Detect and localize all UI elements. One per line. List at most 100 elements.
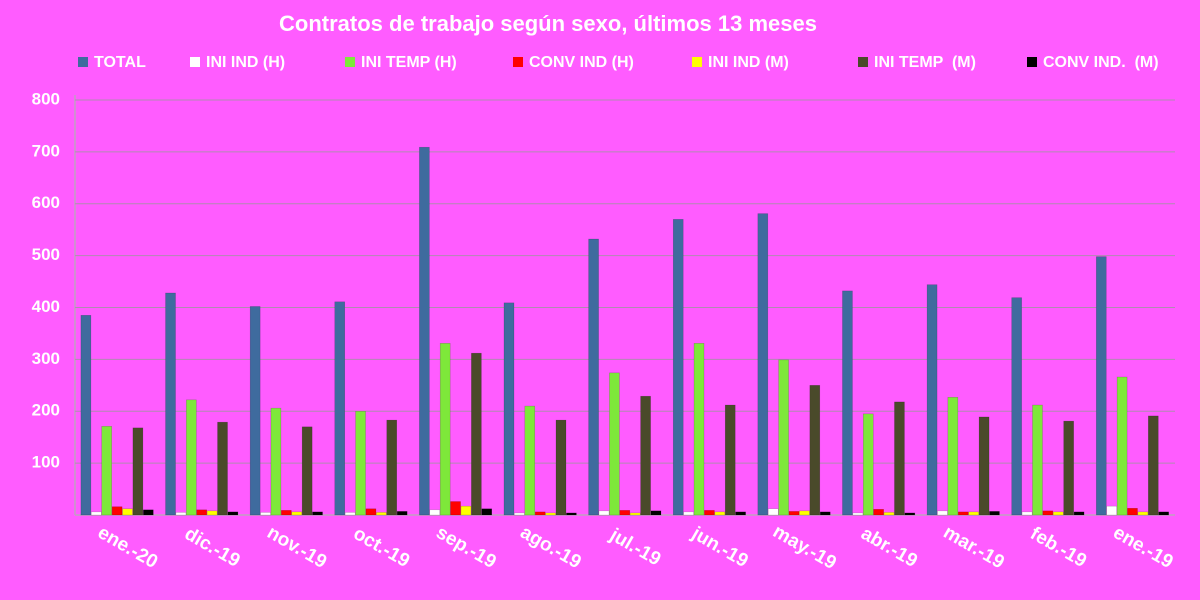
bar: [312, 511, 323, 516]
bar: [270, 407, 282, 516]
bar: [429, 509, 441, 516]
bar: [598, 510, 610, 516]
bar: [1148, 415, 1159, 516]
bar: [514, 512, 525, 516]
bar: [281, 510, 292, 516]
bar: [132, 427, 144, 516]
legend-swatch: [78, 57, 88, 67]
bar: [334, 301, 346, 516]
bar: [524, 405, 536, 516]
bar: [91, 511, 102, 516]
bar: [1011, 297, 1022, 516]
bar: [1053, 511, 1064, 516]
bar: [693, 343, 705, 516]
bar: [1073, 511, 1085, 516]
bar: [481, 508, 493, 516]
legend-label: TOTAL: [94, 54, 146, 71]
bar: [968, 511, 979, 516]
bar: [301, 426, 313, 516]
bar: [873, 509, 884, 516]
bar: [947, 396, 959, 516]
bar: [757, 213, 769, 516]
bar: [926, 284, 938, 516]
bar: [1106, 505, 1117, 516]
y-tick-label: 800: [32, 89, 60, 108]
legend-swatch: [692, 57, 702, 67]
bar: [1096, 256, 1107, 516]
bar: [396, 511, 408, 516]
bar: [122, 508, 133, 516]
bar: [683, 511, 694, 516]
bar: [819, 511, 831, 516]
bar: [249, 306, 261, 516]
bar: [450, 501, 461, 516]
bar: [640, 395, 651, 516]
bar: [206, 510, 218, 516]
bar: [260, 512, 271, 516]
bar: [111, 506, 123, 516]
chart-title: Contratos de trabajo según sexo, últimos…: [279, 11, 817, 36]
y-tick-label: 200: [32, 401, 60, 420]
bar: [588, 238, 599, 516]
bar: [724, 404, 736, 516]
bar: [439, 343, 451, 516]
bar: [460, 505, 472, 516]
bar: [989, 511, 1000, 516]
bar: [355, 411, 366, 516]
bar: [376, 512, 387, 516]
bar: [227, 511, 239, 516]
bar: [1042, 510, 1054, 516]
legend-label: INI IND (H): [206, 54, 285, 71]
bar: [196, 509, 207, 516]
bar: [704, 510, 715, 516]
bar: [1116, 376, 1128, 516]
legend-swatch: [345, 57, 355, 67]
legend-label: CONV IND. (M): [1043, 54, 1159, 71]
bar: [534, 511, 546, 516]
bar: [842, 290, 853, 516]
bar: [894, 401, 905, 516]
bar: [471, 352, 482, 516]
bar: [799, 510, 810, 516]
bar: [619, 510, 631, 516]
bar: [735, 511, 746, 516]
bar: [566, 512, 577, 516]
bar: [186, 399, 197, 516]
bar: [629, 512, 641, 516]
bar: [1063, 420, 1074, 516]
bar: [291, 511, 302, 516]
bar: [650, 510, 662, 516]
y-tick-label: 600: [32, 193, 60, 212]
bar: [503, 302, 515, 516]
legend-label: INI TEMP (H): [361, 54, 457, 71]
bar: [883, 512, 895, 516]
bar: [778, 359, 789, 516]
bar: [80, 315, 92, 516]
bar: [344, 512, 356, 516]
bar: [852, 512, 864, 516]
bar: [165, 292, 176, 516]
bar: [1127, 508, 1138, 516]
legend-label: INI TEMP (M): [874, 54, 976, 71]
bar: [365, 508, 377, 516]
y-tick-label: 700: [32, 141, 60, 160]
bar: [788, 511, 800, 516]
bar: [143, 509, 154, 516]
bar: [937, 510, 948, 516]
bar: [1032, 404, 1043, 516]
bar: [714, 511, 726, 516]
bar: [101, 426, 112, 516]
legend-label: CONV IND (H): [529, 54, 634, 71]
legend-swatch: [513, 57, 523, 67]
bar: [672, 219, 684, 516]
legend-label: INI IND (M): [708, 54, 789, 71]
bar: [545, 512, 556, 516]
y-tick-label: 300: [32, 349, 60, 368]
legend-swatch: [858, 57, 868, 67]
legend-swatch: [1027, 57, 1037, 67]
bar: [809, 385, 821, 516]
bar: [1158, 511, 1169, 516]
bar: [978, 416, 990, 516]
bar: [1137, 511, 1149, 516]
